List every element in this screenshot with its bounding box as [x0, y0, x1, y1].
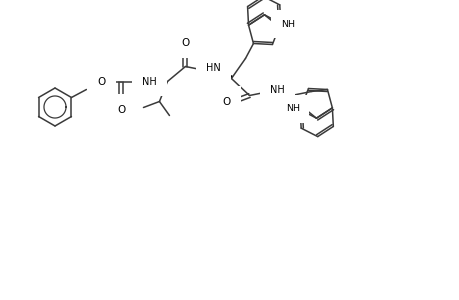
- Text: NH: NH: [269, 85, 284, 94]
- Text: HN: HN: [206, 62, 220, 73]
- Text: O: O: [97, 76, 106, 86]
- Text: O: O: [181, 38, 189, 47]
- Polygon shape: [219, 70, 233, 81]
- Text: NH: NH: [285, 104, 299, 113]
- Text: NH: NH: [142, 76, 157, 86]
- Text: NH: NH: [280, 20, 294, 29]
- Text: O: O: [117, 104, 125, 115]
- Text: O: O: [222, 97, 230, 106]
